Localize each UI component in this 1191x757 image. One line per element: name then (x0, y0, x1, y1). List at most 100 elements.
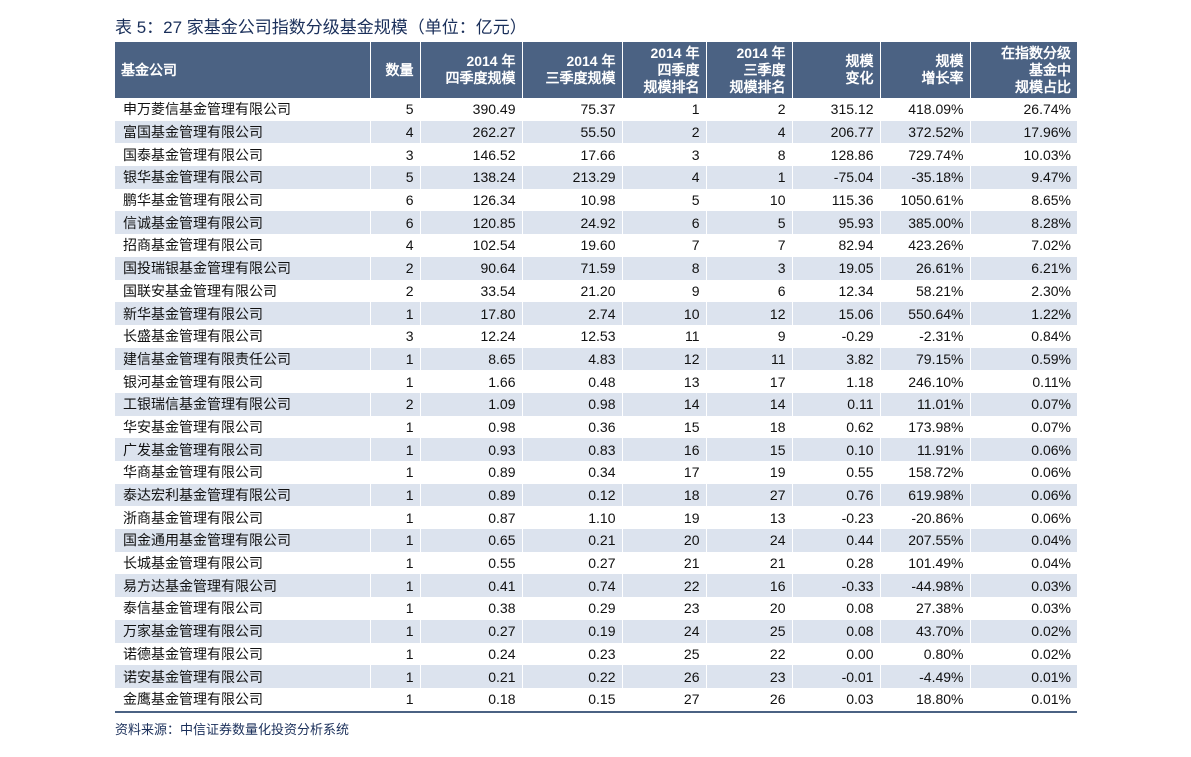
value-cell: 1 (369, 687, 420, 713)
table-row: 华安基金管理有限公司 1 0.98 0.36 15 18 0.62 173.98% 0.07% (115, 415, 1077, 439)
value-cell: 0.02% (969, 619, 1077, 643)
value-cell: 15 (621, 415, 706, 439)
value-cell: 1 (705, 166, 792, 189)
value-cell: 82.94 (791, 234, 880, 257)
value-cell: 0.41 (419, 574, 522, 598)
value-cell: -75.04 (791, 166, 880, 189)
value-cell: 22 (705, 642, 792, 666)
value-cell: 0.76 (791, 483, 880, 507)
company-cell: 国金通用基金管理有限公司 (115, 529, 370, 552)
header-cell: 规模 变化 (791, 42, 880, 98)
value-cell: 3 (369, 324, 420, 348)
value-cell: 1 (369, 302, 420, 325)
value-cell: -0.33 (791, 574, 880, 598)
value-cell: 5 (369, 166, 420, 189)
value-cell: -35.18% (879, 166, 970, 189)
value-cell: 0.07% (969, 415, 1077, 439)
header-line: 规模 (935, 53, 964, 69)
value-cell: 10 (621, 302, 706, 325)
value-cell: 6.21% (969, 256, 1077, 280)
table-row: 泰信基金管理有限公司 1 0.38 0.29 23 20 0.08 27.38% 0.03% (115, 597, 1077, 620)
value-cell: 5 (705, 211, 792, 235)
header-line: 2014 年 (466, 53, 516, 69)
value-cell: 12 (621, 347, 706, 371)
company-cell: 富国基金管理有限公司 (115, 120, 370, 144)
value-cell: 24 (621, 619, 706, 643)
value-cell: -0.23 (791, 506, 880, 530)
table-row: 国泰基金管理有限公司 3 146.52 17.66 3 8 128.86 729.74% 10.… (115, 143, 1077, 167)
header-cell: 规模 增长率 (879, 42, 970, 98)
header-cell: 2014 年四季度规模 (419, 42, 522, 98)
value-cell: 102.54 (419, 234, 522, 257)
value-cell: 8.65% (969, 188, 1077, 212)
value-cell: 0.04% (969, 551, 1077, 575)
value-cell: 33.54 (419, 279, 522, 303)
value-cell: 7 (621, 234, 706, 257)
company-cell: 浙商基金管理有限公司 (123, 509, 263, 526)
value-cell: -2.31% (879, 324, 970, 348)
header-line: 基金公司 (121, 61, 177, 78)
value-cell: 16 (705, 574, 792, 598)
table-row: 新华基金管理有限公司 1 17.80 2.74 10 12 15.06 550.64% 1.22… (115, 302, 1077, 325)
company-cell: 建信基金管理有限责任公司 (115, 347, 370, 371)
value-cell: 0.23 (521, 642, 622, 666)
value-cell: 0.15 (521, 687, 622, 713)
table-row: 金鹰基金管理有限公司 1 0.18 0.15 27 26 0.03 18.80% 0.01% (115, 687, 1077, 713)
value-cell: 2.30% (969, 279, 1077, 303)
value-cell: 0.07% (969, 392, 1077, 416)
table-row: 鹏华基金管理有限公司 6 126.34 10.98 5 10 115.36 1050.61% 8… (115, 188, 1077, 212)
value-cell: -44.98% (879, 574, 970, 598)
value-cell: 4 (621, 166, 706, 189)
value-cell: 0.06% (969, 461, 1077, 484)
value-cell: 1 (369, 619, 420, 643)
table-row: 国金通用基金管理有限公司 1 0.65 0.21 20 24 0.44 207.55% 0.04… (115, 529, 1077, 552)
company-cell: 国投瑞银基金管理有限公司 (115, 256, 370, 280)
value-cell: 79.15% (879, 347, 970, 371)
value-cell: 8 (621, 256, 706, 280)
value-cell: 8.65 (419, 347, 522, 371)
company-cell: 易方达基金管理有限公司 (115, 574, 370, 598)
value-cell: 26.74% (969, 98, 1077, 121)
table-body: 申万菱信基金管理有限公司 5 390.49 75.37 1 2 315.12 418.09% 2… (115, 98, 1077, 713)
value-cell: 1 (369, 483, 420, 507)
header-line: 基金中 (1029, 61, 1071, 78)
value-cell: 0.21 (419, 665, 522, 688)
value-cell: 0.65 (419, 529, 522, 552)
value-cell: 0.34 (521, 461, 622, 484)
header-line: 四季度 (657, 61, 700, 78)
value-cell: 19.05 (791, 256, 880, 280)
value-cell: 19.60 (521, 234, 622, 257)
value-cell: 9 (705, 324, 792, 348)
value-cell: 0.03% (969, 597, 1077, 620)
value-cell: 418.09% (879, 98, 970, 121)
value-cell: 0.04% (969, 529, 1077, 552)
value-cell: 3.82 (791, 347, 880, 371)
value-cell: 115.36 (791, 188, 880, 212)
source-note: 资料来源：中信证券数量化投资分析系统 (115, 721, 350, 737)
value-cell: 3 (369, 143, 420, 167)
value-cell: 0.93 (419, 438, 522, 461)
value-cell: 6 (621, 211, 706, 235)
value-cell: 0.84% (969, 324, 1077, 348)
company-cell: 金鹰基金管理有限公司 (115, 687, 370, 713)
value-cell: -4.49% (879, 665, 970, 688)
value-cell: 0.55 (791, 461, 880, 484)
value-cell: 17 (621, 461, 706, 484)
table-row: 易方达基金管理有限公司 1 0.41 0.74 22 16 -0.33 -44.98% 0.03… (115, 574, 1077, 598)
company-cell: 国联安基金管理有限公司 (123, 282, 277, 299)
value-cell: 18.80% (879, 687, 970, 713)
value-cell: 0.80% (879, 642, 970, 666)
header-line: 规模 (845, 53, 874, 69)
value-cell: 0.27 (419, 619, 522, 643)
header-line: 2014 年 (650, 44, 700, 61)
table-row: 长盛基金管理有限公司 3 12.24 12.53 11 9 -0.29 -2.31% 0.84% (115, 324, 1077, 348)
value-cell: 20 (621, 529, 706, 552)
header-line: 规模占比 (1015, 78, 1071, 95)
value-cell: 0.21 (521, 529, 622, 552)
header-cell: 2014 年四季度 规模排名 (621, 42, 706, 98)
value-cell: 17.80 (419, 302, 522, 325)
header-line: 三季度规模 (545, 70, 616, 86)
value-cell: 11 (705, 347, 792, 371)
header-line: 数量 (385, 61, 414, 78)
value-cell: 7.02% (969, 234, 1077, 257)
